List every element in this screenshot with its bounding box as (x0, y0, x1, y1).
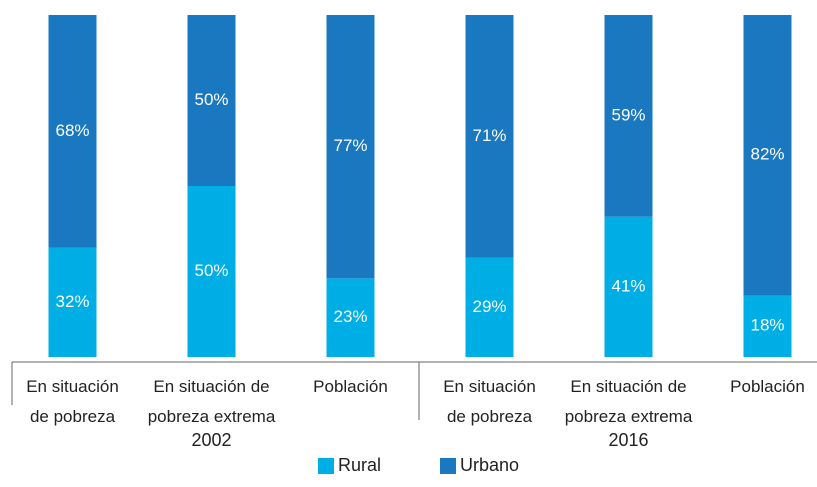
legend-swatch (440, 457, 456, 474)
data-label: 32% (55, 292, 89, 311)
bar-segment (326, 15, 375, 279)
legend-swatch (318, 457, 334, 474)
bar-segment (326, 278, 375, 357)
category-label: En situación de pobreza (443, 377, 536, 426)
data-label: 29% (472, 297, 506, 316)
data-label: 71% (472, 126, 506, 145)
bar-segment (743, 15, 792, 296)
bar-segment (187, 15, 236, 186)
data-label: 41% (611, 276, 645, 295)
data-label: 82% (750, 145, 784, 164)
category-label: En situación de pobreza extrema (147, 377, 276, 426)
legend-label: Urbano (460, 455, 520, 475)
bar-segment (48, 247, 97, 357)
category-label: Población (730, 377, 805, 396)
category-label: Población (313, 377, 388, 396)
bar-segment (465, 15, 514, 258)
legend-item: Rural (318, 455, 381, 476)
bar-segment (604, 15, 653, 217)
data-label: 50% (194, 261, 228, 280)
bar-segment (465, 257, 514, 357)
group-label: 2002 (191, 430, 232, 450)
group-label: 2016 (608, 430, 649, 450)
bar-segment (604, 216, 653, 357)
data-label: 50% (194, 90, 228, 109)
category-label: En situación de pobreza (26, 377, 119, 426)
bar-segment (743, 295, 792, 357)
legend-item: Urbano (440, 455, 519, 476)
data-label: 59% (611, 105, 645, 124)
bar-segment (187, 186, 236, 357)
category-label: En situación de pobreza extrema (564, 377, 693, 426)
data-label: 68% (55, 121, 89, 140)
data-label: 77% (333, 136, 367, 155)
bar-segment (48, 15, 97, 248)
legend-label: Rural (338, 455, 382, 475)
data-label: 18% (750, 316, 784, 335)
data-label: 23% (333, 307, 367, 326)
